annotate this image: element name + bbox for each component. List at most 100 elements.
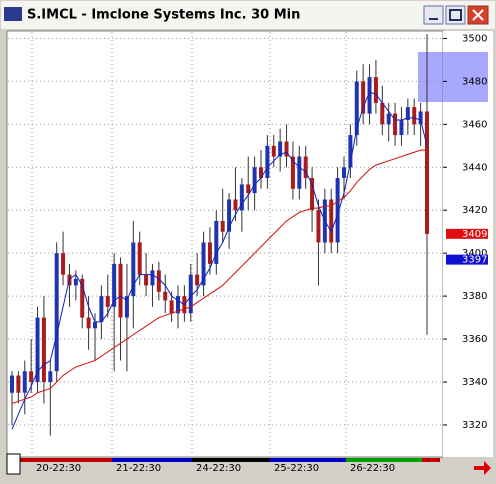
session-bar [112, 458, 192, 462]
window-title: S.IMCL - Imclone Systems Inc. 30 Min [27, 8, 300, 23]
candle-body [259, 167, 263, 179]
candle-body [361, 81, 366, 114]
price-tag-label: 3397 [462, 255, 487, 266]
x-tick-label: 21-22:30 [116, 463, 161, 474]
candle-body [335, 178, 340, 243]
moving-average [11, 149, 427, 404]
candle-body [386, 113, 391, 125]
candle-body [112, 263, 117, 307]
highlight [418, 52, 488, 102]
candle-body [137, 242, 142, 275]
candle-body [220, 220, 225, 232]
candle-body [144, 274, 149, 286]
y-tick-label: 3420 [462, 205, 487, 216]
candle-body [310, 178, 315, 211]
session-bar [422, 458, 440, 462]
candle-body [367, 77, 372, 114]
candle-body [373, 77, 378, 103]
candle-body [124, 296, 129, 318]
candle-body [61, 253, 66, 275]
candle-body [169, 300, 174, 314]
candle-body [176, 296, 180, 314]
scroll-box[interactable] [6, 453, 21, 475]
session-bar [192, 458, 270, 462]
candle-body [48, 371, 53, 382]
candle-body [348, 135, 353, 168]
candle-body [380, 102, 385, 125]
candle-body [201, 242, 206, 286]
minimize-button[interactable] [423, 5, 444, 25]
candle-body [195, 274, 200, 286]
price-tag [446, 254, 488, 265]
candle-body [316, 210, 321, 243]
candle-body [80, 278, 85, 318]
y-tick-label: 3500 [462, 33, 487, 44]
candle-body [156, 270, 161, 292]
candle-body [246, 184, 251, 194]
maximize-button[interactable] [445, 5, 466, 25]
candle-body [131, 242, 136, 297]
candle-body [329, 199, 334, 243]
candle-body [252, 167, 257, 194]
price-tag-label: 3409 [462, 229, 487, 240]
candle-body [278, 141, 283, 157]
y-tick-label: 3360 [462, 334, 487, 345]
candle-body [10, 375, 14, 393]
session-bar [270, 458, 346, 462]
close-icon [472, 9, 484, 21]
x-tick-label: 20-22:30 [36, 463, 81, 474]
candle-body [29, 371, 34, 382]
candle-body [342, 167, 346, 179]
session-bar [8, 458, 112, 462]
y-tick-label: 3440 [462, 162, 487, 173]
candle-body [425, 111, 429, 234]
y-tick-label: 3400 [462, 248, 487, 259]
candle-body [207, 242, 212, 264]
candle-body [214, 220, 219, 264]
candle-body [54, 253, 59, 372]
candle-body [35, 317, 40, 382]
moving-average [11, 91, 428, 430]
y-tick-label: 3380 [462, 291, 487, 302]
scroll-arrow[interactable] [474, 461, 491, 475]
candle-body [284, 141, 289, 157]
title-bar [1, 1, 495, 29]
candle-body [86, 317, 91, 329]
app-icon [4, 7, 22, 21]
y-tick-label: 3480 [462, 76, 487, 87]
candle-body [73, 278, 78, 286]
candle-body [297, 156, 302, 189]
candle-body [227, 199, 232, 232]
candle-body [118, 263, 123, 318]
candle-body [22, 371, 27, 393]
candle-body [99, 296, 104, 322]
candle-body [265, 145, 270, 179]
x-tick-label: 26-22:30 [350, 463, 395, 474]
candle-body [163, 291, 168, 301]
candle-body [405, 107, 410, 121]
candle-body [418, 111, 423, 125]
y-tick-label: 3460 [462, 119, 487, 130]
candle-body [93, 321, 97, 329]
candle-body [290, 156, 295, 189]
y-tick-label: 3340 [462, 377, 487, 388]
candle-body [233, 199, 238, 211]
candle-body [412, 107, 417, 125]
y-tick-label: 3320 [462, 420, 487, 431]
session-bar [346, 458, 422, 462]
price-tag [446, 228, 488, 239]
candle-body [105, 296, 110, 307]
candle-body [399, 120, 404, 136]
candle-body [271, 145, 276, 157]
candle-body [41, 317, 46, 382]
candle-body [188, 274, 193, 314]
maximize-icon [449, 9, 462, 21]
x-tick-label: 25-22:30 [274, 463, 319, 474]
candle-body [150, 270, 155, 286]
x-tick-label: 24-22:30 [196, 463, 241, 474]
candle-body [303, 156, 308, 179]
candle-body [393, 113, 398, 136]
candle-body [354, 81, 359, 136]
candle-body [16, 375, 21, 393]
